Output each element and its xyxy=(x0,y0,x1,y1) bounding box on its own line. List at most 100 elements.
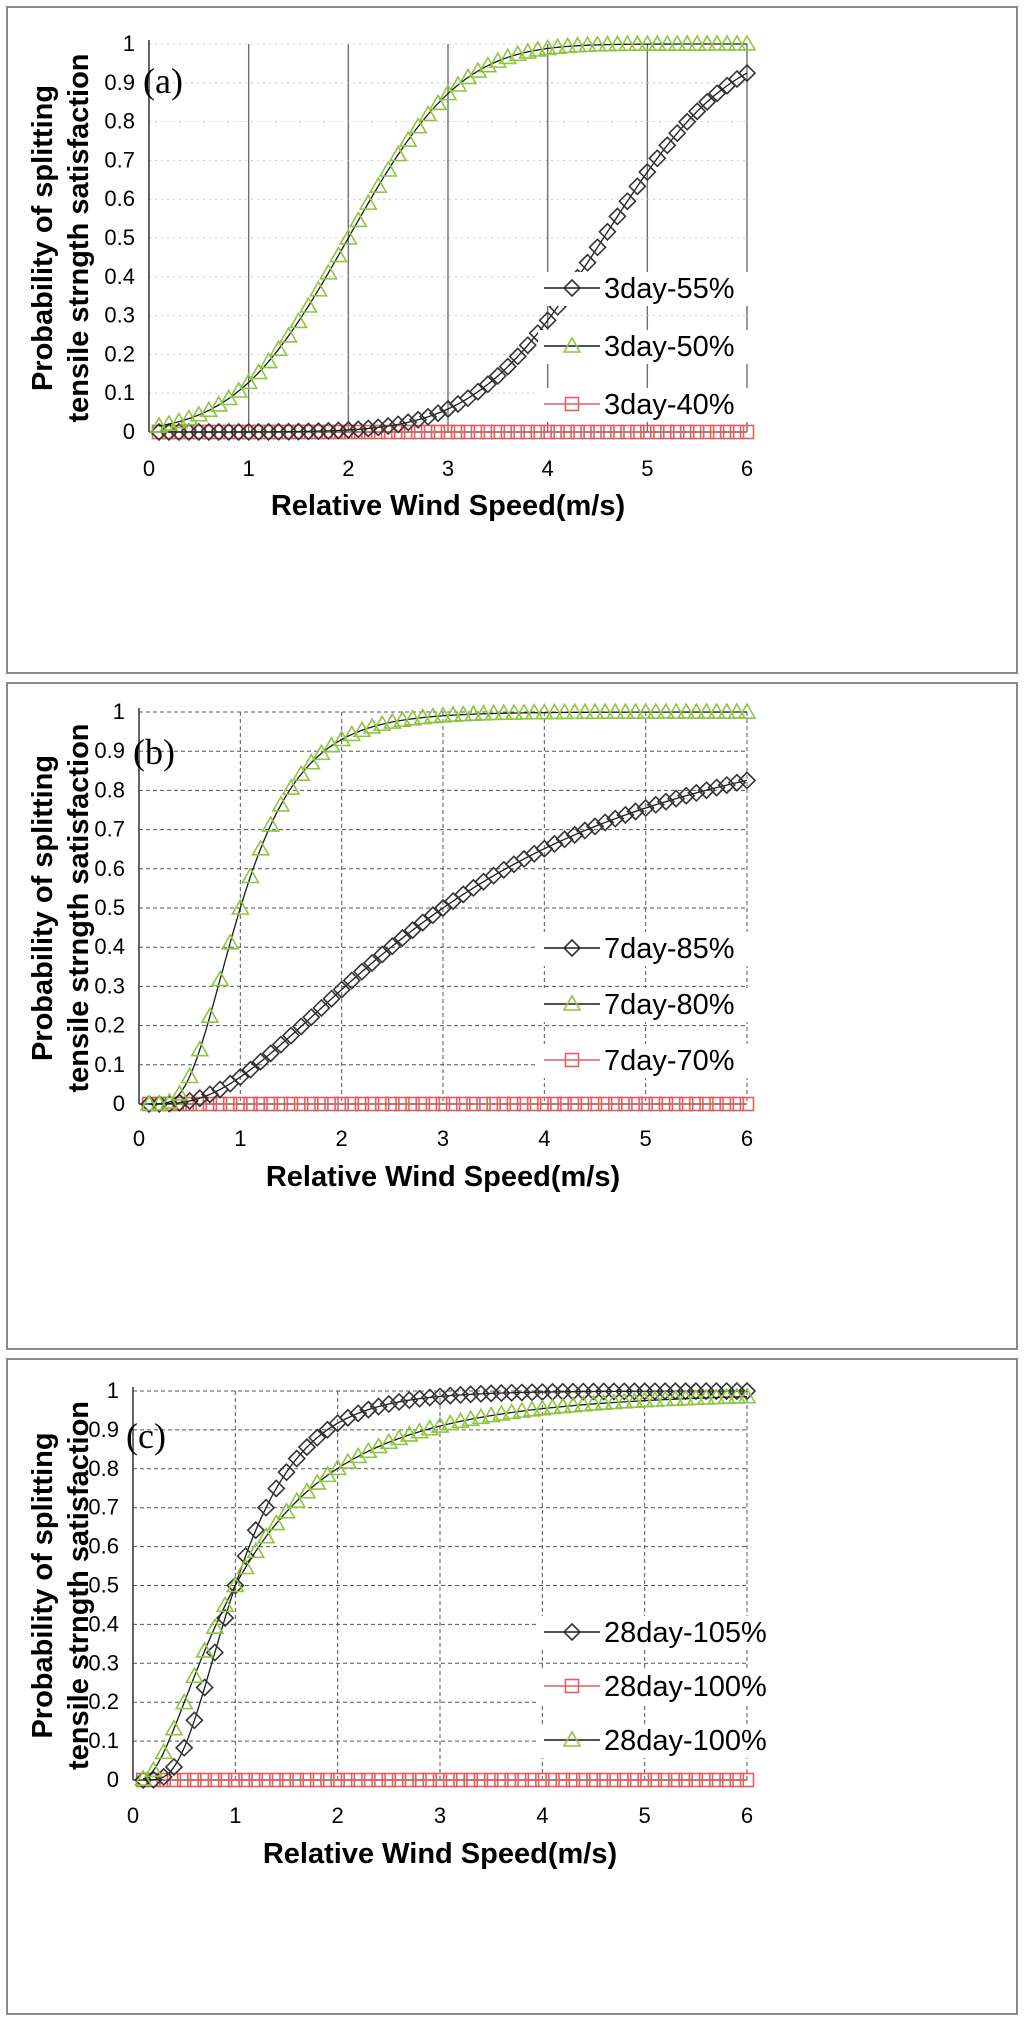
series-triangle xyxy=(133,1387,757,1786)
data-point xyxy=(616,1772,632,1788)
data-point xyxy=(378,160,398,177)
data-point xyxy=(415,1096,431,1112)
data-point xyxy=(677,34,697,51)
data-point xyxy=(412,1772,427,1788)
y-tick-label: 0.8 xyxy=(94,777,125,802)
legend: 3day-55% 3day-50% 3day-40% xyxy=(538,272,752,422)
data-point xyxy=(504,703,524,720)
data-point xyxy=(413,913,432,932)
data-point xyxy=(637,1772,652,1788)
data-point xyxy=(413,707,433,725)
data-point xyxy=(443,705,463,722)
data-point xyxy=(655,1390,675,1407)
data-point xyxy=(545,1772,560,1788)
data-point xyxy=(369,1397,388,1416)
data-point xyxy=(667,34,687,51)
data-point xyxy=(164,1757,184,1777)
y-tick-label: 0.7 xyxy=(88,1495,119,1520)
data-point xyxy=(678,1772,693,1788)
data-point xyxy=(192,1096,208,1112)
y-tick-label: 0.5 xyxy=(94,895,125,920)
legend-label: 7day-85% xyxy=(604,933,735,965)
data-point xyxy=(520,424,536,440)
data-point xyxy=(697,34,717,51)
series-triangle xyxy=(149,34,757,433)
data-point xyxy=(230,898,250,915)
data-point xyxy=(461,1409,481,1427)
data-point xyxy=(309,280,328,297)
data-point xyxy=(258,1772,274,1788)
data-point xyxy=(154,1767,173,1787)
data-point xyxy=(238,1772,253,1788)
data-point xyxy=(636,798,655,818)
data-point xyxy=(410,424,426,440)
data-point xyxy=(190,1040,210,1057)
data-point xyxy=(195,1641,215,1658)
x-tick-label: 3 xyxy=(434,1803,446,1828)
data-point xyxy=(231,1067,250,1087)
y-axis-title-line-1: Probability of splitting xyxy=(27,755,59,1061)
data-point xyxy=(658,1096,674,1112)
legend-label: 7day-70% xyxy=(604,1045,735,1077)
chart-a: 0 1 2 3 4 5 6 0 0.1 0.2 0.3 0.4 0.5 0.6 0.7 0.8 0.9 1 Rela… xyxy=(27,31,757,522)
data-point xyxy=(697,702,716,719)
data-point xyxy=(319,263,338,280)
y-tick-label: 0 xyxy=(107,1767,119,1792)
data-point xyxy=(486,1096,501,1112)
data-point xyxy=(428,404,448,423)
data-point xyxy=(578,253,597,272)
data-point xyxy=(160,1094,179,1113)
data-point xyxy=(679,424,695,440)
legend-marker xyxy=(564,396,580,412)
data-point xyxy=(587,1096,603,1112)
data-point xyxy=(358,193,378,210)
data-point xyxy=(302,1008,321,1027)
data-point xyxy=(195,1678,214,1697)
data-point xyxy=(610,424,625,440)
data-point xyxy=(401,1772,417,1788)
x-tick-label: 6 xyxy=(741,1803,753,1828)
x-tick-label: 0 xyxy=(127,1803,139,1828)
data-point xyxy=(657,34,677,51)
y-axis-title-line-2: tensile strngth satisfaction xyxy=(63,723,95,1092)
data-point xyxy=(400,424,416,440)
panel-label: (a) xyxy=(143,61,183,101)
x-tick-label: 4 xyxy=(536,1803,548,1828)
y-tick-label: 0.4 xyxy=(88,1611,119,1636)
data-point xyxy=(340,1772,356,1788)
data-point xyxy=(737,771,757,790)
data-point xyxy=(666,702,686,719)
x-tick-label: 2 xyxy=(332,1803,344,1828)
data-point xyxy=(678,112,697,131)
data-point xyxy=(502,1402,522,1420)
data-point xyxy=(324,1096,339,1112)
y-axis-title-line-1: Probability of splitting xyxy=(27,85,59,391)
data-point xyxy=(154,1742,174,1760)
data-point xyxy=(249,362,269,380)
data-point xyxy=(263,1096,279,1112)
data-point xyxy=(530,424,546,440)
data-point xyxy=(220,933,240,950)
data-point xyxy=(239,372,259,390)
chart-panel-b: 0 1 2 3 4 5 6 0 0.1 0.2 0.3 0.4 0.5 0.6 0.7 0.8 0.9 1 Rela… xyxy=(6,682,1018,1350)
series-diamond xyxy=(140,771,757,1114)
data-point xyxy=(668,1772,683,1788)
data-point xyxy=(534,703,554,720)
data-point xyxy=(299,296,318,313)
data-point xyxy=(739,424,755,440)
chart-panel-c: 0 1 2 3 4 5 6 0 0.1 0.2 0.3 0.4 0.5 0.6 0.7 0.8 0.9 1 Rela… xyxy=(6,1358,1018,2015)
data-point xyxy=(578,35,597,53)
data-point xyxy=(253,1096,268,1112)
data-point xyxy=(510,424,526,440)
data-point xyxy=(185,1711,204,1730)
data-point xyxy=(210,969,230,987)
data-point xyxy=(490,424,506,440)
data-point xyxy=(233,1096,248,1112)
data-point xyxy=(430,424,446,440)
data-point xyxy=(729,424,745,440)
y-tick-label: 0.4 xyxy=(94,934,125,959)
data-point xyxy=(628,1096,643,1112)
data-point xyxy=(737,63,757,83)
data-point xyxy=(557,1096,572,1112)
